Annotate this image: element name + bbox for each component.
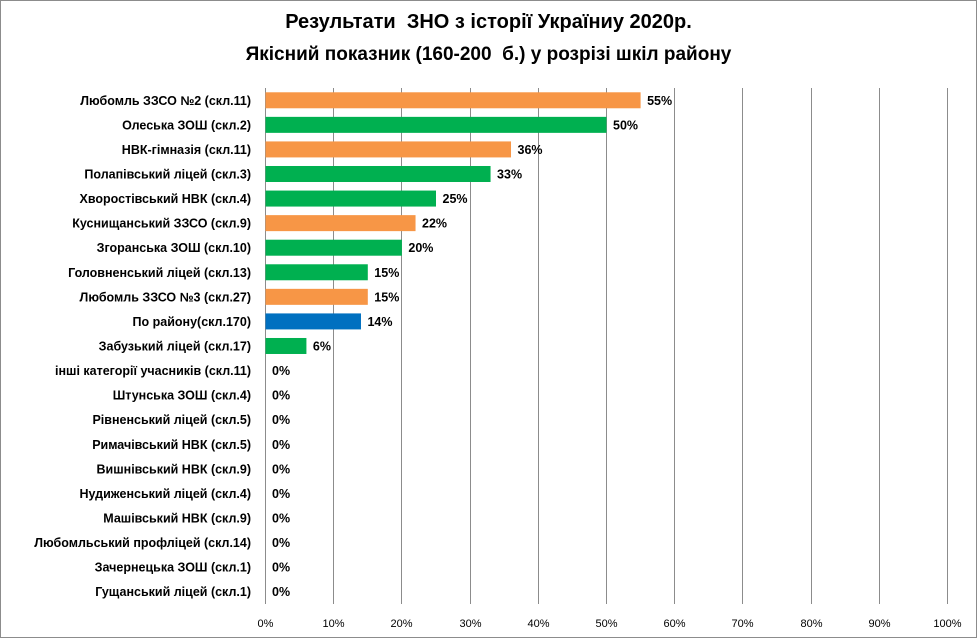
bar bbox=[265, 141, 512, 158]
data-label: 0% bbox=[272, 511, 290, 525]
bar bbox=[265, 288, 368, 305]
bar bbox=[265, 92, 641, 109]
category-label: Головненський ліцей (скл.13) bbox=[68, 266, 251, 280]
data-label: 0% bbox=[272, 413, 290, 427]
category-label: Олеська ЗОШ (скл.2) bbox=[122, 118, 251, 132]
x-tick-label: 30% bbox=[459, 618, 481, 630]
category-label: Хворостівський НВК (скл.4) bbox=[80, 192, 251, 206]
category-label: Гущанський ліцей (скл.1) bbox=[95, 585, 251, 599]
data-label: 0% bbox=[272, 536, 290, 550]
data-label: 20% bbox=[408, 241, 433, 255]
category-label: Любомльський профліцей (скл.14) bbox=[34, 536, 251, 550]
data-label: 36% bbox=[518, 143, 543, 157]
category-label: Штунська ЗОШ (скл.4) bbox=[113, 389, 251, 403]
bar bbox=[265, 239, 402, 256]
bar bbox=[265, 337, 307, 354]
bar bbox=[265, 264, 368, 281]
bar bbox=[265, 190, 436, 207]
data-label: 15% bbox=[374, 266, 399, 280]
data-label: 6% bbox=[313, 339, 331, 353]
chart-title: Результати ЗНО з історії Україниу 2020р. bbox=[285, 11, 692, 33]
x-tick-label: 50% bbox=[595, 618, 617, 630]
x-tick-label: 0% bbox=[258, 618, 274, 630]
x-tick-label: 40% bbox=[527, 618, 549, 630]
category-label: Зачернецька ЗОШ (скл.1) bbox=[95, 561, 251, 575]
category-label: Любомль ЗЗСО №3 (скл.27) bbox=[80, 290, 251, 304]
data-label: 0% bbox=[272, 585, 290, 599]
category-label: Рівненський ліцей (скл.5) bbox=[92, 413, 251, 427]
category-label: Полапівський ліцей (скл.3) bbox=[84, 167, 251, 181]
x-axis-ticks: 0% 10% 20% 30% 40% 50% 60% 70% 80% 90% 100% bbox=[258, 618, 962, 630]
data-label: 33% bbox=[497, 167, 522, 181]
bars bbox=[265, 92, 641, 354]
data-label: 0% bbox=[272, 364, 290, 378]
category-label: Нудиженський ліцей (скл.4) bbox=[80, 487, 251, 501]
category-label: інші категорії учасників (скл.11) bbox=[55, 364, 251, 378]
category-labels: Любомль ЗЗСО №2 (скл.11) Олеська ЗОШ (скл… bbox=[34, 94, 251, 599]
x-tick-label: 20% bbox=[390, 618, 412, 630]
data-label: 25% bbox=[443, 192, 468, 206]
data-label: 22% bbox=[422, 217, 447, 231]
category-label: Куснищанський ЗЗСО (скл.9) bbox=[72, 217, 251, 231]
bar bbox=[265, 313, 361, 330]
category-label: НВК-гімназія (скл.11) bbox=[122, 143, 251, 157]
category-label: Вишнівський НВК (скл.9) bbox=[97, 462, 251, 476]
gridlines bbox=[265, 88, 948, 604]
data-label: 0% bbox=[272, 389, 290, 403]
chart-subtitle: Якісний показник (160-200 б.) у розрізі … bbox=[245, 44, 732, 65]
data-label: 15% bbox=[374, 290, 399, 304]
x-tick-label: 80% bbox=[800, 618, 822, 630]
data-label: 0% bbox=[272, 487, 290, 501]
data-label: 14% bbox=[367, 315, 392, 329]
data-label: 50% bbox=[613, 118, 638, 132]
data-label: 0% bbox=[272, 561, 290, 575]
category-label: По району(скл.170) bbox=[133, 315, 251, 329]
x-tick-label: 60% bbox=[663, 618, 685, 630]
data-labels: 55% 50% 36% 33% 25% 22% 20% 15% 15% 14% 6% 0% 0% 0% 0%… bbox=[272, 94, 672, 599]
x-tick-label: 10% bbox=[322, 618, 344, 630]
data-label: 55% bbox=[647, 94, 672, 108]
category-label: Любомль ЗЗСО №2 (скл.11) bbox=[80, 94, 251, 108]
x-tick-label: 70% bbox=[731, 618, 753, 630]
data-label: 0% bbox=[272, 438, 290, 452]
data-label: 0% bbox=[272, 462, 290, 476]
bar bbox=[265, 116, 607, 133]
category-label: Забузький ліцей (скл.17) bbox=[99, 339, 251, 353]
x-tick-label: 90% bbox=[868, 618, 890, 630]
category-label: Згоранська ЗОШ (скл.10) bbox=[97, 241, 251, 255]
category-label: Римачівський НВК (скл.5) bbox=[92, 438, 251, 452]
category-label: Машівський НВК (скл.9) bbox=[103, 511, 251, 525]
x-tick-label: 100% bbox=[933, 618, 961, 630]
bar bbox=[265, 165, 491, 182]
bar bbox=[265, 215, 416, 232]
